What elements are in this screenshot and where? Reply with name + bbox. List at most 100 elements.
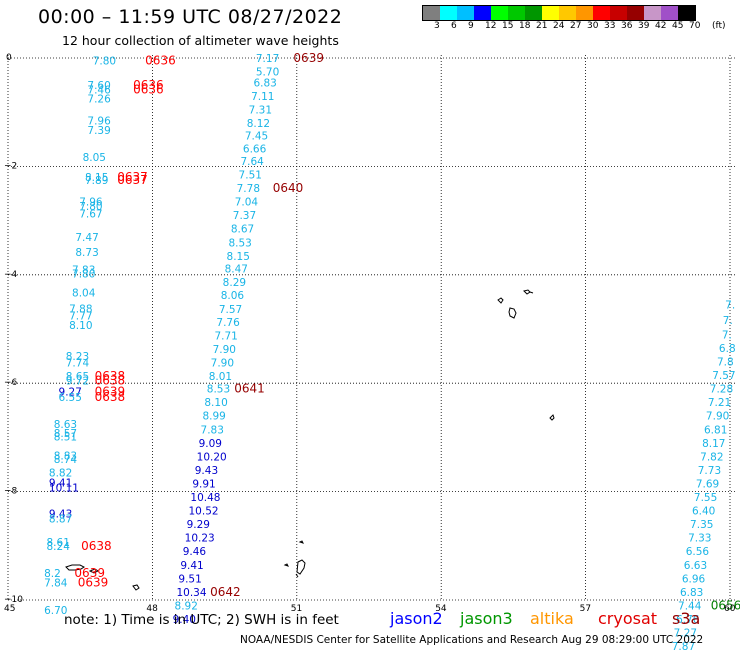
wave-height-label: 7.73 <box>698 465 721 477</box>
colorbar-swatch <box>491 6 508 20</box>
wave-height-label: 7.45 <box>245 131 268 143</box>
wave-height-label: 7.57 <box>712 370 735 382</box>
x-tick-label: 48 <box>146 604 158 614</box>
wave-height-label: 9.29 <box>187 519 210 531</box>
wave-height-label: 6.8 <box>719 343 736 355</box>
island-comoros-1 <box>65 564 85 571</box>
wave-height-label: 10.34 <box>176 587 206 599</box>
pass-time-label: 0640 <box>273 181 304 195</box>
colorbar-label: 36 <box>621 21 633 31</box>
pass-time-label: 0638 <box>95 390 126 404</box>
wave-height-label: 7.90 <box>211 358 234 370</box>
wave-height-label: 10.48 <box>190 492 220 504</box>
pass-time-label: 0656 <box>711 598 740 612</box>
colorbar-swatch <box>525 6 542 20</box>
island-amirante <box>549 414 555 421</box>
wave-height-label: 8.04 <box>72 288 96 300</box>
colorbar-label: 15 <box>502 21 514 31</box>
wave-height-label: 7.64 <box>240 156 264 168</box>
wave-height-label: 7.27 <box>674 628 697 640</box>
colorbar-swatch <box>474 6 491 20</box>
graticule <box>7 55 735 601</box>
wave-height-label: 7.88 <box>69 303 92 315</box>
colorbar-swatch <box>627 6 644 20</box>
wave-height-label: 8.05 <box>83 152 106 164</box>
pass-time-label: 0638 <box>81 539 112 553</box>
colorbar-unit: (ft) <box>712 21 726 31</box>
colorbar-swatch <box>440 6 457 20</box>
wave-height-label: 7.17 <box>256 53 279 65</box>
wave-height-label: 7.80 <box>93 56 116 68</box>
colorbar-label: 9 <box>468 21 474 31</box>
page-title: 00:00 – 11:59 UTC 08/27/2022 <box>38 6 343 28</box>
wave-height-label: 9.46 <box>183 546 207 558</box>
wave-height-label: 8.67 <box>231 224 254 236</box>
colorbar-swatch <box>559 6 576 20</box>
colorbar-label: 3 <box>434 21 440 31</box>
pass-time-label: 0639 <box>293 51 324 65</box>
wave-height-label: 7.67 <box>79 209 102 221</box>
legend-jason2: jason2 <box>390 609 443 628</box>
y-tick-label: 0 <box>6 53 12 63</box>
wave-height-label: 8.15 <box>227 251 250 263</box>
wave-height-label: 9.09 <box>199 438 222 450</box>
wave-height-label: 7.83 <box>72 264 95 276</box>
axis-ticks: 45 48 51 54 57 60 0 −2 −4 −6 −8 −10 <box>4 53 736 614</box>
wave-height-label: 8.12 <box>247 118 270 130</box>
colorbar-label: 24 <box>553 21 565 31</box>
island-farquhar <box>298 540 304 544</box>
colorbar-label: 27 <box>570 21 582 31</box>
wave-height-label: 10.52 <box>189 506 219 518</box>
legend-altika: altika <box>530 609 574 628</box>
wave-height-label: 8.57 <box>54 428 77 440</box>
colorbar <box>422 5 696 21</box>
pass-time-label: 0642 <box>210 585 241 599</box>
wave-height-label: 7.90 <box>213 344 236 356</box>
wave-height-label: 7.11 <box>251 91 274 103</box>
wave-height-label: 8.17 <box>702 438 725 450</box>
colorbar-swatch <box>644 6 661 20</box>
wave-height-label: 8.06 <box>221 290 245 302</box>
wave-height-label: 7.82 <box>700 451 723 463</box>
colorbar-label: 39 <box>638 21 650 31</box>
colorbar-label: 42 <box>655 21 667 31</box>
wave-height-label: 6.40 <box>692 506 715 518</box>
wave-height-label: 7.35 <box>690 519 713 531</box>
wave-height-label: 7.46 <box>87 84 111 96</box>
wave-height-label: 7.04 <box>235 197 259 209</box>
pass-time-label: 0637 <box>117 173 148 187</box>
wave-height-label: 6.56 <box>686 546 710 558</box>
x-tick-label: 51 <box>291 604 302 614</box>
pass-time-label: 0639 <box>95 384 126 398</box>
wave-height-label: 7.55 <box>694 492 717 504</box>
island-aldabra <box>295 559 306 578</box>
wave-height-label: 8.87 <box>49 514 72 526</box>
wave-height-label: 6.63 <box>684 560 707 572</box>
pass-time-label: 0636 <box>133 78 164 92</box>
wave-height-label: 9.43 <box>195 465 218 477</box>
pass-time-label: 0637 <box>117 170 148 184</box>
wave-height-label: 8.83 <box>54 450 77 462</box>
wave-height-label: 6.66 <box>243 144 267 156</box>
colorbar-swatch <box>508 6 525 20</box>
wave-height-label: 8.10 <box>204 397 227 409</box>
colorbar-swatch <box>593 6 610 20</box>
wave-height-label: 7.57 <box>219 304 242 316</box>
wave-height-label: 7. <box>725 300 735 312</box>
wave-height-label: 6.55 <box>59 392 82 404</box>
wave-height-label: 7.71 <box>214 331 237 343</box>
pass-time-label: 0639 <box>74 566 105 580</box>
wave-height-label: 5.70 <box>256 67 279 79</box>
wave-height-label: 7.28 <box>710 384 733 396</box>
island-comoros-2 <box>132 584 140 591</box>
wave-height-label: 8.2 <box>44 568 61 580</box>
y-tick-label: −8 <box>4 487 18 497</box>
colorbar-swatch <box>423 6 440 20</box>
credit-line: NOAA/NESDIS Center for Satellite Applica… <box>240 634 704 646</box>
colorbar-swatch <box>542 6 559 20</box>
wave-height-label: 8.92 <box>175 600 198 612</box>
wave-height-label: 8.24 <box>47 541 71 553</box>
y-tick-label: −6 <box>4 378 18 388</box>
